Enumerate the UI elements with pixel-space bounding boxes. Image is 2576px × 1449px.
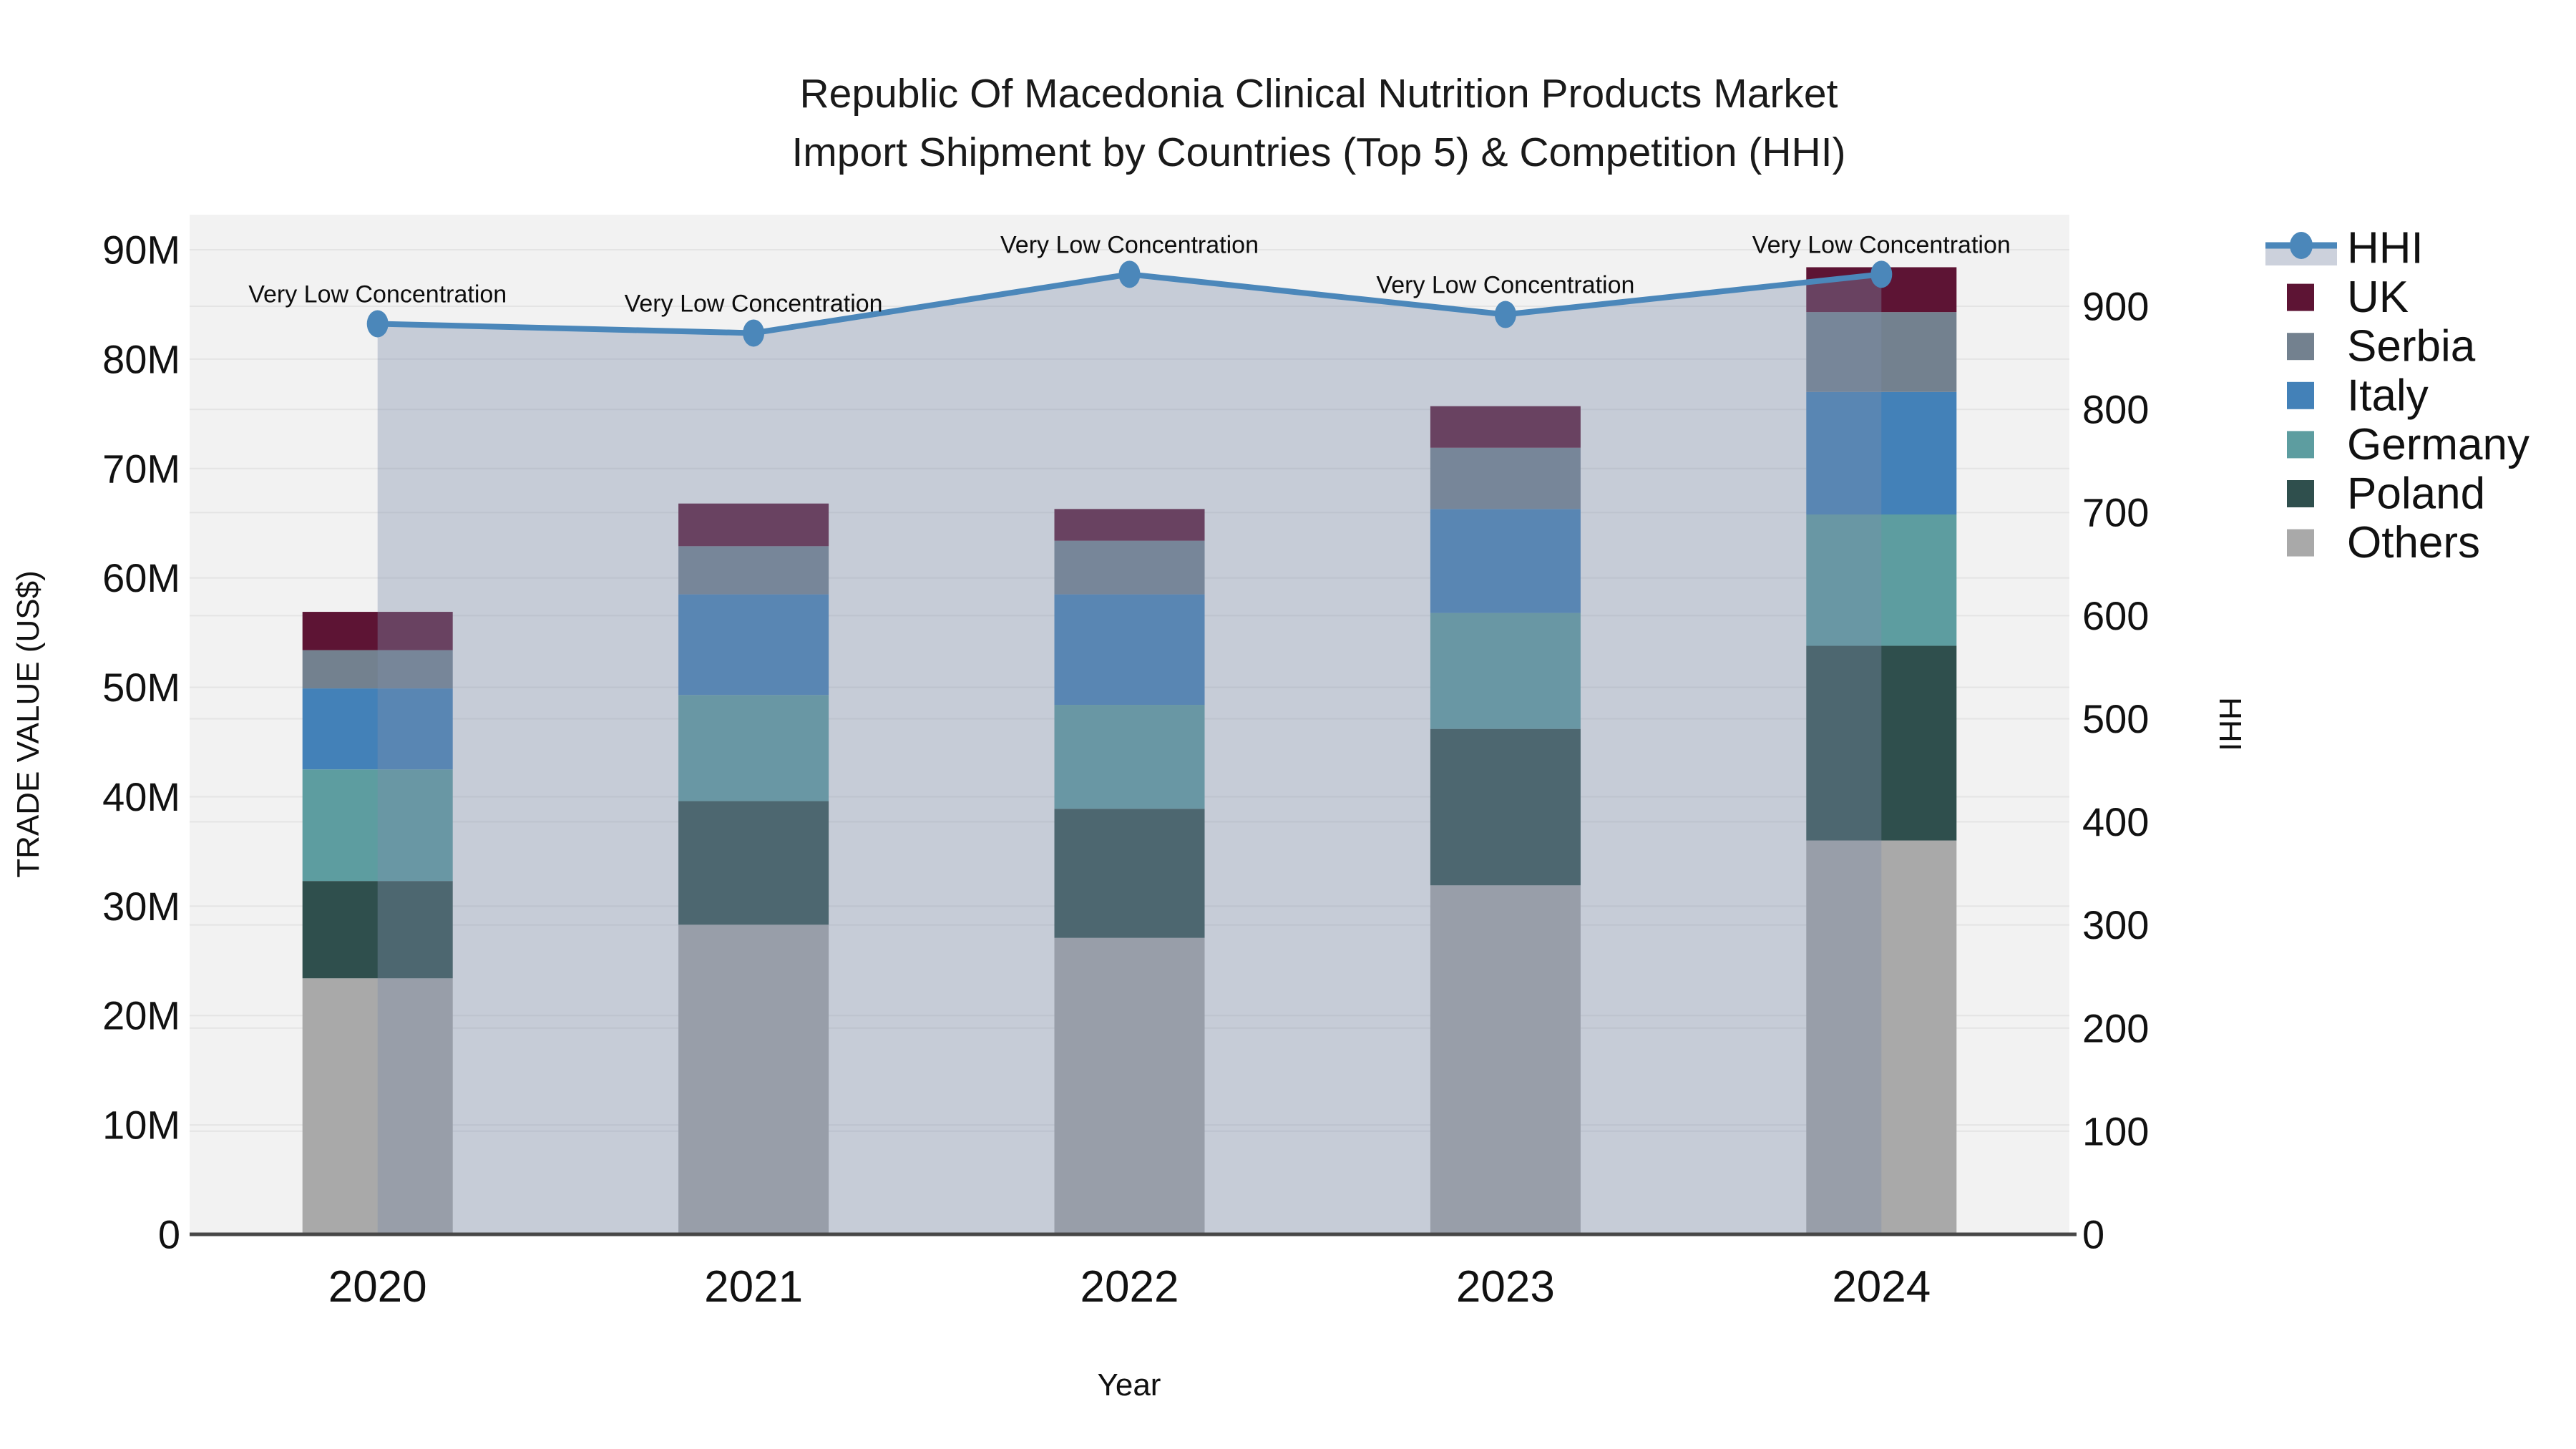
bar-segment-serbia-2024 xyxy=(1806,312,1957,392)
chart-title-line2: Import Shipment by Countries (Top 5) & C… xyxy=(791,130,1845,175)
legend-label-serbia: Serbia xyxy=(2347,322,2476,371)
annotation-2020: Very Low Concentration xyxy=(248,280,507,308)
bar-segment-others-2022 xyxy=(1054,937,1205,1234)
x-axis-title: Year xyxy=(1098,1367,1161,1402)
left-tick-label-30: 30M xyxy=(102,884,180,929)
year-label-2023: 2023 xyxy=(1456,1262,1555,1312)
right-tick-label-600: 600 xyxy=(2082,593,2149,638)
bar-segment-uk-2023 xyxy=(1430,406,1581,448)
bar-segment-germany-2020 xyxy=(302,769,453,882)
text-layer: Very Low Concentration Very Low Concentra… xyxy=(102,224,2529,1312)
bar-segment-uk-2021 xyxy=(678,503,829,547)
bar-segment-others-2021 xyxy=(678,924,829,1234)
left-tick-label-80: 80M xyxy=(102,336,180,381)
bar-segment-poland-2020 xyxy=(302,881,453,979)
bar-segment-italy-2024 xyxy=(1806,391,1957,514)
right-tick-label-700: 700 xyxy=(2082,490,2149,535)
bar-segment-others-2023 xyxy=(1430,885,1581,1234)
hhi-marker-2020 xyxy=(366,310,389,338)
right-tick-label-500: 500 xyxy=(2082,696,2149,741)
legend-item-germany: Germany xyxy=(2287,420,2529,469)
hhi-area xyxy=(377,274,1882,1234)
bar-segment-uk-2020 xyxy=(302,612,453,650)
bar-segment-others-2024 xyxy=(1806,840,1957,1234)
left-axis-title: TRADE VALUE (US$) xyxy=(11,570,46,878)
left-tick-label-70: 70M xyxy=(102,446,180,491)
legend-item-italy: Italy xyxy=(2287,371,2429,420)
right-tick-label-900: 900 xyxy=(2082,284,2149,329)
hhi-marker-2024 xyxy=(1870,260,1893,288)
left-tick-label-50: 50M xyxy=(102,665,180,710)
annotation-2023: Very Low Concentration xyxy=(1376,272,1634,299)
annotation-2022: Very Low Concentration xyxy=(1000,231,1259,258)
legend-label-hhi: HHI xyxy=(2347,224,2424,273)
bar-segment-italy-2022 xyxy=(1054,594,1205,706)
right-tick-label-100: 100 xyxy=(2082,1108,2149,1153)
bar-segment-serbia-2022 xyxy=(1054,540,1205,595)
legend-label-germany: Germany xyxy=(2347,420,2529,469)
left-tick-label-90: 90M xyxy=(102,228,180,273)
legend-swatch-serbia xyxy=(2287,333,2314,361)
right-tick-label-400: 400 xyxy=(2082,799,2149,844)
hhi-marker-2023 xyxy=(1494,301,1516,328)
annotation-2024: Very Low Concentration xyxy=(1752,231,2011,258)
bar-segment-serbia-2021 xyxy=(678,546,829,595)
legend-swatch-others xyxy=(2287,529,2314,557)
bar-segment-germany-2023 xyxy=(1430,613,1581,729)
legend-item-uk: UK xyxy=(2287,273,2409,322)
legend-hhi-marker-swatch xyxy=(2290,232,2313,259)
legend-item-poland: Poland xyxy=(2287,469,2485,519)
left-tick-label-0: 0 xyxy=(158,1212,180,1257)
right-tick-label-200: 200 xyxy=(2082,1005,2149,1050)
bar-segment-serbia-2023 xyxy=(1430,447,1581,509)
bar-segment-germany-2024 xyxy=(1806,514,1957,646)
annotation-2021: Very Low Concentration xyxy=(625,290,883,317)
right-axis-title: HHI xyxy=(2212,697,2248,751)
chart-title-line1: Republic Of Macedonia Clinical Nutrition… xyxy=(800,71,1838,117)
plot-layer xyxy=(190,215,2077,1236)
right-tick-label-300: 300 xyxy=(2082,902,2149,947)
legend-label-uk: UK xyxy=(2347,273,2409,322)
legend-swatch-germany xyxy=(2287,431,2314,459)
legend-label-italy: Italy xyxy=(2347,371,2429,420)
bar-segment-germany-2021 xyxy=(678,695,829,801)
bar-segment-poland-2024 xyxy=(1806,645,1957,841)
bar-segment-poland-2021 xyxy=(678,801,829,925)
bar-segment-italy-2023 xyxy=(1430,509,1581,613)
legend-item-serbia: Serbia xyxy=(2287,322,2476,371)
year-label-2024: 2024 xyxy=(1832,1262,1931,1312)
bar-segment-italy-2020 xyxy=(302,688,453,770)
left-tick-label-20: 20M xyxy=(102,993,180,1038)
right-tick-label-0: 0 xyxy=(2082,1212,2104,1257)
bar-segment-serbia-2020 xyxy=(302,650,453,689)
left-tick-label-60: 60M xyxy=(102,555,180,600)
bar-segment-poland-2023 xyxy=(1430,728,1581,886)
legend-label-poland: Poland xyxy=(2347,469,2485,519)
legend-item-others: Others xyxy=(2287,518,2480,567)
bar-segment-uk-2022 xyxy=(1054,509,1205,541)
bar-segment-germany-2022 xyxy=(1054,705,1205,809)
legend-swatch-poland xyxy=(2287,480,2314,507)
legend-label-others: Others xyxy=(2347,518,2480,567)
year-label-2022: 2022 xyxy=(1080,1262,1179,1312)
year-label-2020: 2020 xyxy=(328,1262,427,1312)
left-tick-label-40: 40M xyxy=(102,774,180,819)
legend-swatch-uk xyxy=(2287,283,2314,311)
legend-swatch-italy xyxy=(2287,381,2314,409)
bar-segment-poland-2022 xyxy=(1054,809,1205,938)
left-tick-label-10: 10M xyxy=(102,1103,180,1148)
legend-item-hhi: HHI xyxy=(2265,224,2424,273)
bar-segment-others-2020 xyxy=(302,978,453,1234)
hhi-marker-2022 xyxy=(1118,260,1141,288)
hhi-marker-2021 xyxy=(743,319,765,347)
bar-segment-italy-2021 xyxy=(678,594,829,696)
year-label-2021: 2021 xyxy=(704,1262,803,1312)
right-tick-label-800: 800 xyxy=(2082,387,2149,432)
